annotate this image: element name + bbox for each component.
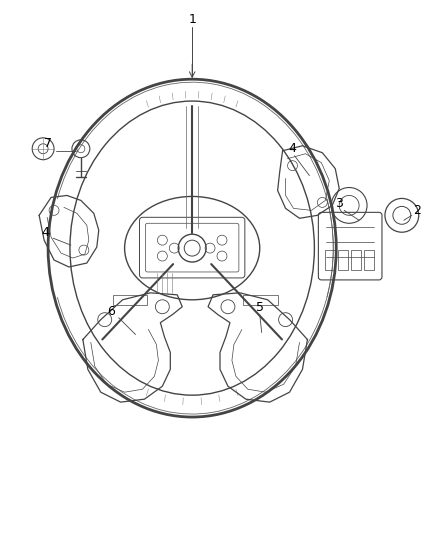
Text: 6: 6 xyxy=(107,305,115,318)
Bar xyxy=(338,250,348,270)
Text: 5: 5 xyxy=(256,301,264,314)
Bar xyxy=(351,250,361,270)
Text: 7: 7 xyxy=(44,138,52,150)
Bar xyxy=(364,250,374,270)
Text: 2: 2 xyxy=(413,204,420,217)
Text: 4: 4 xyxy=(289,142,297,155)
Bar xyxy=(243,295,278,305)
Bar xyxy=(113,295,148,305)
Text: 3: 3 xyxy=(336,197,343,210)
Text: 1: 1 xyxy=(188,13,196,26)
Text: 4: 4 xyxy=(41,225,49,239)
Bar xyxy=(325,250,335,270)
